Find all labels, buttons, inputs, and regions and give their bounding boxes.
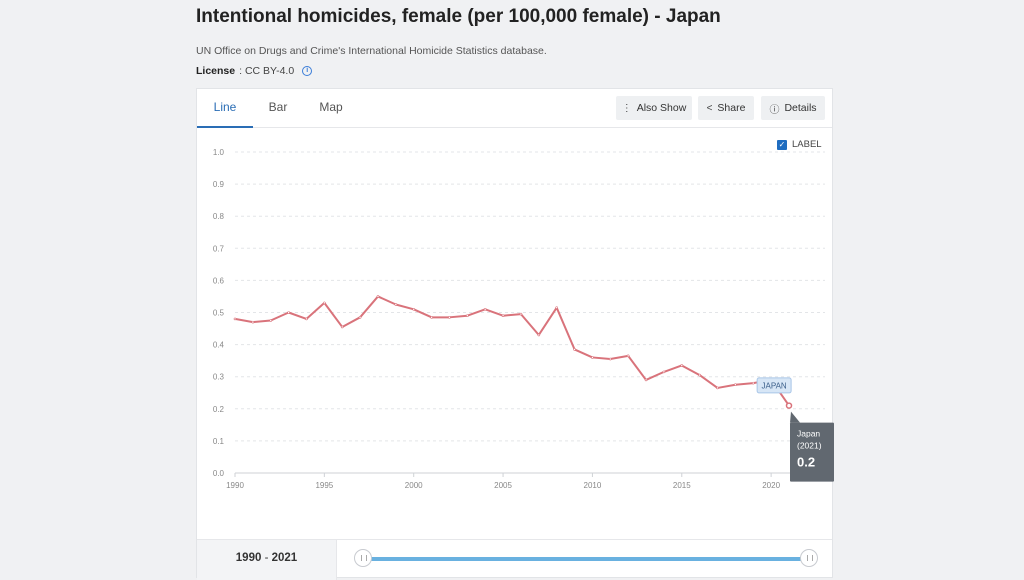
data-point	[591, 356, 594, 359]
range-handle-start[interactable]	[354, 549, 372, 567]
data-point	[412, 307, 416, 311]
share-icon: <	[706, 102, 713, 114]
x-tick-label: 1995	[315, 481, 333, 490]
more-vertical-icon: ⋮	[621, 102, 632, 114]
x-tick-label: 2005	[494, 481, 512, 490]
data-point	[785, 402, 793, 409]
checkbox-checked-icon[interactable]: ✓	[777, 139, 787, 150]
data-point	[626, 354, 630, 358]
info-icon[interactable]: i	[302, 66, 313, 76]
data-point	[698, 373, 701, 377]
y-tick-label: 0.9	[213, 180, 225, 189]
data-point	[519, 312, 523, 316]
y-tick-label: 0.7	[213, 244, 225, 253]
also-show-button[interactable]: ⋮ Also Show	[616, 96, 692, 120]
x-tick-label: 2015	[673, 481, 691, 490]
y-tick-label: 0.6	[213, 276, 225, 285]
data-point	[394, 303, 398, 306]
range-track[interactable]	[363, 557, 809, 561]
y-tick-label: 0.2	[213, 405, 225, 414]
data-point	[448, 316, 451, 319]
range-start: 1990	[235, 552, 262, 564]
license-label: License	[196, 65, 236, 77]
tab-line[interactable]: Line	[197, 89, 253, 128]
data-point	[734, 383, 737, 387]
label-toggle[interactable]: ✓ LABEL	[777, 139, 822, 150]
tab-bar[interactable]: Bar	[268, 100, 288, 114]
tooltip-year: (2021)	[797, 441, 822, 451]
range-label: 1990 - 2021	[197, 540, 337, 580]
data-point	[358, 316, 362, 319]
y-tick-label: 0.1	[213, 437, 225, 446]
x-tick-label: 2000	[405, 481, 423, 490]
details-button[interactable]: ⓘ Details	[761, 96, 825, 120]
share-button[interactable]: < Share	[698, 96, 754, 120]
data-point	[305, 317, 308, 321]
year-range-slider: 1990 - 2021	[197, 539, 832, 580]
tooltip-country: Japan	[797, 429, 820, 439]
y-tick-label: 1.0	[213, 148, 225, 157]
series-label: JAPAN	[762, 381, 787, 390]
data-point	[269, 319, 273, 322]
label-toggle-text: LABEL	[792, 139, 822, 150]
data-point	[644, 378, 648, 382]
also-show-label: Also Show	[636, 102, 687, 114]
info-circle-icon: ⓘ	[769, 104, 780, 116]
page-title: Intentional homicides, female (per 100,0…	[196, 6, 721, 27]
data-point	[555, 306, 558, 309]
data-point	[501, 314, 505, 318]
details-label: Details	[784, 102, 817, 114]
data-point	[680, 364, 684, 367]
data-point	[376, 295, 380, 298]
data-point	[608, 357, 612, 361]
data-point	[466, 314, 469, 318]
line-chart: 0.0 0.1 0.2 0.3 0.4 0.5 0.6 0.7 0.8 0.9 1.0 1990 199…	[213, 148, 834, 490]
data-point	[662, 370, 666, 374]
data-point	[537, 333, 541, 337]
range-sep: -	[264, 552, 269, 564]
y-tick-label: 0.3	[213, 373, 225, 382]
tab-map[interactable]: Map	[319, 100, 343, 114]
range-end: 2021	[271, 552, 298, 564]
x-tick-label: 1990	[226, 481, 244, 490]
license-value: : CC BY-4.0	[239, 65, 295, 77]
series-line-japan	[234, 295, 790, 407]
license-line: License : CC BY-4.0 i	[196, 65, 313, 77]
chart-tabs: Line Bar Map ⋮ Also Show < Share ⓘ Detai…	[197, 89, 832, 128]
data-point	[751, 381, 755, 385]
tooltip-box	[790, 422, 834, 482]
chart-card: Line Bar Map ⋮ Also Show < Share ⓘ Detai…	[196, 88, 834, 580]
data-point	[251, 320, 255, 324]
y-tick-label: 0.8	[213, 212, 225, 221]
data-point	[323, 301, 326, 305]
data-point	[287, 311, 290, 314]
data-point	[340, 325, 344, 329]
y-tick-label: 0.0	[213, 469, 225, 478]
data-point	[716, 386, 719, 390]
range-handle-end[interactable]	[800, 549, 818, 567]
x-tick-label: 2020	[762, 481, 780, 490]
y-tick-label: 0.4	[213, 341, 225, 350]
tooltip-value: 0.2	[797, 455, 815, 470]
source-note: UN Office on Drugs and Crime's Internati…	[196, 45, 547, 57]
data-point	[483, 307, 487, 311]
series-label-box	[756, 377, 792, 394]
data-point	[430, 316, 433, 319]
share-label: Share	[717, 102, 746, 114]
data-point	[573, 348, 576, 351]
x-tick-label: 2010	[584, 481, 602, 490]
y-tick-label: 0.5	[213, 309, 225, 318]
tooltip-pointer	[790, 411, 800, 423]
data-point	[233, 317, 237, 321]
